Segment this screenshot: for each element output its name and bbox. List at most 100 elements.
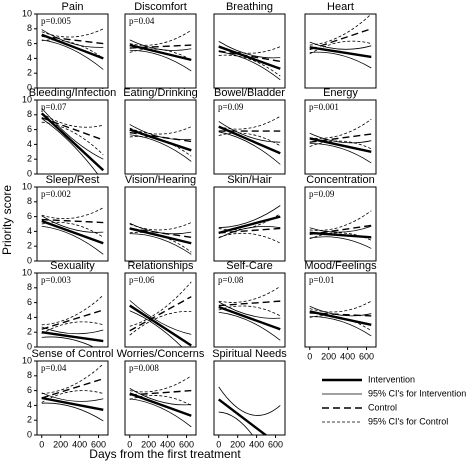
series-line [309, 132, 372, 144]
series-line [309, 232, 372, 241]
lines [41, 294, 104, 347]
series-line [41, 363, 104, 394]
panel-title: Bowel/Bladder [214, 87, 285, 99]
x-tick-label: 0 [39, 439, 44, 449]
p-value: p=0.002 [41, 189, 71, 199]
series-line [40, 112, 105, 172]
series-line [218, 285, 281, 303]
y-tick-label: 4 [27, 312, 32, 322]
series-line [218, 232, 281, 244]
series-line [41, 112, 104, 128]
series-line [129, 300, 192, 335]
panel-frame [36, 186, 109, 262]
lines [129, 222, 192, 255]
series-line [129, 281, 192, 327]
panel-frame [36, 272, 109, 348]
legend-label: Intervention [368, 374, 415, 384]
panel-title: Mood/Feelings [304, 260, 377, 272]
series-line [218, 54, 281, 77]
lines [129, 29, 192, 72]
series-line [218, 41, 281, 59]
panel-title: Self-Care [226, 260, 272, 272]
p-value: p=0.04 [41, 363, 67, 373]
x-tick-label: 200 [53, 439, 68, 449]
lines [41, 28, 104, 70]
y-tick-label: 8 [27, 109, 32, 119]
panel-title: Sexuality [50, 260, 95, 272]
series-line [41, 402, 104, 422]
series-line [309, 210, 372, 231]
panel-frame [304, 13, 377, 89]
series-line [218, 125, 281, 155]
x-tick-label: 0 [127, 439, 132, 449]
y-tick-label: 8 [27, 370, 32, 380]
p-value: p=0.09 [218, 102, 244, 112]
series-line [41, 390, 104, 403]
lines [309, 14, 372, 69]
series-line [309, 236, 372, 249]
series-line [309, 41, 372, 50]
lines [41, 207, 104, 255]
y-tick-label: 2 [27, 154, 32, 164]
y-tick-label: 0 [27, 429, 32, 439]
y-tick-label: 2 [27, 415, 32, 425]
x-tick-label: 0 [216, 439, 221, 449]
series-line [309, 310, 372, 326]
series-line [41, 33, 104, 60]
series-line [309, 51, 372, 69]
series-line [129, 124, 192, 141]
series-line [309, 118, 372, 139]
panel-title: Discomfort [134, 1, 187, 13]
series-line [218, 121, 281, 143]
series-line [129, 136, 192, 157]
series-line [218, 398, 268, 435]
y-axis-label: Priority score [0, 185, 14, 255]
series-line [129, 39, 192, 51]
series-line [129, 310, 183, 347]
x-axis-label: Days from the first treatment [89, 447, 241, 461]
panel-title: Worries/Concerns [117, 348, 205, 360]
series-line [218, 115, 281, 130]
x-tick-label: 400 [160, 439, 175, 449]
series-line [41, 39, 104, 70]
y-tick-label: 10 [22, 181, 32, 191]
series-line [309, 28, 372, 51]
series-line [218, 305, 281, 317]
p-value: p=0.01 [309, 275, 334, 285]
y-tick-label: 6 [27, 38, 32, 48]
panel-title: Breathing [226, 1, 273, 13]
y-tick-label: 6 [27, 124, 32, 134]
series-line [309, 40, 372, 55]
panel-title: Eating/Drinking [123, 87, 198, 99]
y-tick-label: 0 [27, 341, 32, 351]
lines [309, 300, 372, 337]
y-tick-label: 2 [27, 327, 32, 337]
panel-frame [213, 13, 286, 89]
panel-title: Concentration [306, 174, 375, 186]
panel-frame [213, 360, 286, 436]
p-value: p=0.08 [218, 275, 244, 285]
series-line [309, 140, 372, 150]
series-line [41, 396, 104, 412]
y-tick-label: 4 [27, 226, 32, 236]
legend-label: 95% CI's for Intervention [368, 388, 466, 398]
y-tick-label: 10 [22, 8, 32, 18]
series-line [41, 107, 104, 160]
legend-label: 95% CI's for Control [368, 416, 448, 426]
series-line [41, 294, 104, 326]
series-line [41, 378, 104, 399]
y-tick-label: 8 [27, 196, 32, 206]
series-line [129, 389, 192, 396]
series-line [218, 386, 281, 416]
panel-title: Skin/Hair [227, 174, 272, 186]
y-tick-label: 0 [27, 255, 32, 265]
lines [309, 210, 372, 249]
series-line [129, 296, 192, 332]
series-line [218, 132, 281, 147]
x-tick-label: 0 [307, 351, 312, 361]
p-value: p=0.005 [41, 16, 71, 26]
panel-frame [124, 186, 197, 262]
lines [309, 118, 372, 164]
lines [218, 386, 281, 435]
